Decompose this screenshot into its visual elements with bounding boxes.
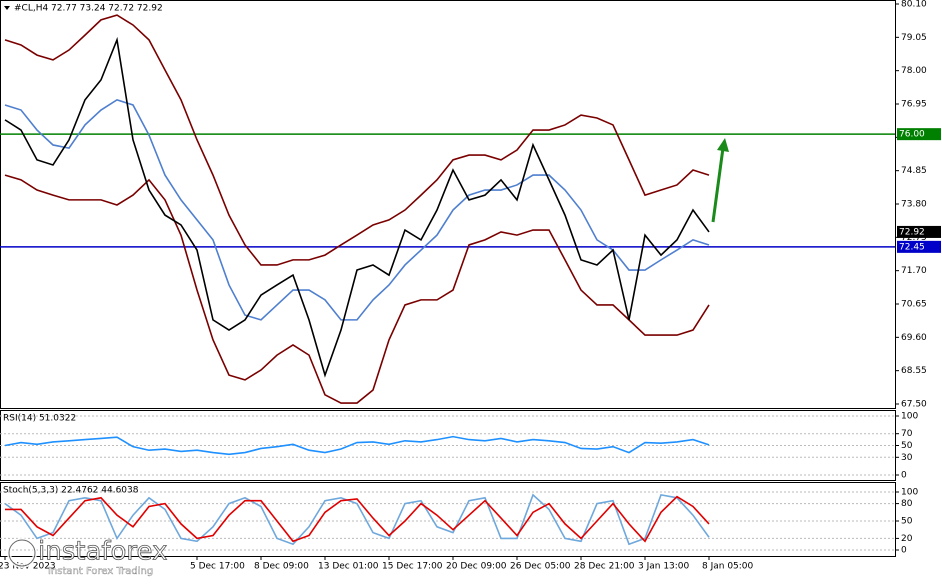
panel-title: #CL,H4 72.77 73.24 72.72 72.92 bbox=[14, 4, 163, 14]
y-tick-label: 70.65 bbox=[901, 300, 927, 310]
price-tag bbox=[897, 240, 941, 253]
x-tick-label: 28 Dec 21:00 bbox=[574, 562, 635, 572]
x-tick-label: 8 Jan 05:00 bbox=[702, 562, 754, 572]
watermark-brand: instaforex bbox=[38, 537, 167, 567]
y-tick-label: 76.95 bbox=[901, 100, 927, 110]
series-line bbox=[5, 495, 710, 543]
y-tick-label: 30 bbox=[901, 453, 913, 463]
y-tick-label: 80.10 bbox=[901, 0, 927, 10]
x-tick-label: 26 Dec 05:00 bbox=[510, 562, 571, 572]
panel-title: Stoch(5,3,3) 22.4762 44.6038 bbox=[3, 486, 139, 496]
y-tick-label: 73.80 bbox=[901, 200, 927, 210]
menu-arrow bbox=[4, 6, 10, 10]
price-label: 76.00 bbox=[899, 130, 925, 140]
y-tick-label: 79.05 bbox=[901, 33, 927, 43]
watermark-logo bbox=[8, 539, 36, 567]
y-tick-label: 0 bbox=[901, 471, 907, 481]
price-label: 72.92 bbox=[899, 227, 925, 237]
watermark-tagline: Instant Forex Trading bbox=[48, 566, 153, 577]
series-line bbox=[4, 14, 710, 266]
y-tick-label: 68.55 bbox=[901, 366, 927, 376]
x-tick-label: 3 Jan 13:00 bbox=[638, 562, 690, 572]
y-tick-label: 69.60 bbox=[901, 333, 927, 343]
series-line bbox=[4, 36, 710, 378]
x-tick-label: 13 Dec 01:00 bbox=[318, 562, 379, 572]
x-tick-label: 8 Dec 09:00 bbox=[254, 562, 309, 572]
arrow bbox=[711, 147, 725, 223]
price-label: 72.45 bbox=[899, 242, 925, 252]
x-tick-label: 20 Dec 09:00 bbox=[446, 562, 507, 572]
arrow-head bbox=[717, 138, 729, 152]
series-line bbox=[4, 493, 710, 546]
series-line bbox=[4, 174, 710, 404]
y-tick-label: 78.00 bbox=[901, 66, 927, 76]
y-tick-label: 0 bbox=[901, 546, 907, 556]
panel-title: RSI(14) 51.0322 bbox=[3, 414, 76, 424]
y-tick-label: 100 bbox=[901, 412, 918, 422]
y-tick-label: 70 bbox=[901, 429, 913, 439]
series-line bbox=[4, 98, 710, 321]
y-tick-label: 20 bbox=[901, 534, 913, 544]
y-tick-label: 100 bbox=[901, 488, 918, 498]
y-tick-label: 71.70 bbox=[901, 266, 927, 276]
y-tick-label: 74.85 bbox=[901, 166, 927, 176]
panel-frame bbox=[0, 482, 896, 557]
series-line bbox=[4, 435, 710, 456]
x-tick-label: 15 Dec 17:00 bbox=[382, 562, 443, 572]
price-tag bbox=[897, 225, 941, 238]
y-tick-label: 50 bbox=[901, 441, 913, 451]
y-tick-label: 50 bbox=[901, 517, 913, 527]
y-tick-label: 80 bbox=[901, 499, 913, 509]
x-tick-label: 5 Dec 17:00 bbox=[190, 562, 245, 572]
y-tick-label: 67.50 bbox=[901, 400, 927, 410]
price-tag bbox=[897, 128, 941, 141]
